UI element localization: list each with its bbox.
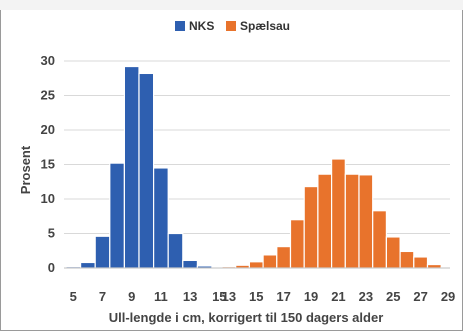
bar-nks-9 xyxy=(123,65,140,269)
x-tick-label: 11 xyxy=(154,289,168,304)
x-tick-label: 5 xyxy=(70,289,77,304)
bar-spaelsau-21 xyxy=(331,158,346,269)
y-tick-label: 0 xyxy=(48,260,55,275)
x-tick-label: 29 xyxy=(441,289,455,304)
bar-spaelsau-22 xyxy=(344,173,360,269)
bar-spaelsau-19 xyxy=(303,185,319,269)
bar-spaelsau-28 xyxy=(426,263,442,269)
bars xyxy=(65,65,456,269)
bar-spaelsau-17 xyxy=(276,246,292,269)
bar-nks-6 xyxy=(79,261,96,269)
x-tick-label: 13 xyxy=(222,289,236,304)
x-tick-label: 15 xyxy=(212,289,226,304)
y-tick-label: 30 xyxy=(41,53,55,68)
x-tick-label: 27 xyxy=(413,289,427,304)
x-tick-label: 21 xyxy=(331,289,345,304)
bar-spaelsau-25 xyxy=(385,236,401,269)
legend-label-nks: NKS xyxy=(189,19,214,33)
x-axis-label: Ull-lengde i cm, korrigert til 150 dager… xyxy=(109,310,384,325)
bar-nks-8 xyxy=(109,162,126,269)
y-tick-label: 20 xyxy=(41,122,55,137)
bar-spaelsau-18 xyxy=(289,219,305,269)
legend-swatch-nks xyxy=(175,21,185,31)
y-axis-label: Prosent xyxy=(18,145,33,194)
x-tick-label: 15 xyxy=(249,289,263,304)
bar-spaelsau-20 xyxy=(317,173,333,269)
bar-nks-12 xyxy=(167,232,184,269)
x-tick-label: 17 xyxy=(276,289,290,304)
x-tick-label: 19 xyxy=(304,289,318,304)
x-tick-label: 7 xyxy=(99,289,106,304)
bar-nks-11 xyxy=(153,167,169,269)
y-tick-label: 25 xyxy=(41,88,55,103)
x-tick-label: 9 xyxy=(128,289,135,304)
y-tick-label: 10 xyxy=(41,191,55,206)
y-tick-labels: 0 5 10 15 20 25 30 xyxy=(41,53,55,275)
bar-spaelsau-27 xyxy=(413,256,429,269)
legend-swatch-spaelsau xyxy=(226,21,236,31)
top-strip xyxy=(0,0,463,10)
bar-nks-7 xyxy=(94,235,111,269)
bar-spaelsau-15 xyxy=(248,261,264,269)
x-tick-label: 13 xyxy=(183,289,197,304)
x-tick-label: 25 xyxy=(386,289,400,304)
x-tick-label: 23 xyxy=(359,289,373,304)
y-tick-label: 15 xyxy=(41,157,55,172)
bar-spaelsau-16 xyxy=(262,254,278,269)
bar-spaelsau-23 xyxy=(358,174,374,269)
bar-spaelsau-26 xyxy=(399,250,415,269)
bar-nks-13 xyxy=(182,259,199,269)
y-tick-label: 5 xyxy=(48,226,55,241)
bar-nks-10 xyxy=(138,72,155,269)
bar-spaelsau-24 xyxy=(372,210,388,269)
legend-label-spaelsau: Spælsau xyxy=(240,19,290,33)
legend: NKS Spælsau xyxy=(175,19,290,33)
